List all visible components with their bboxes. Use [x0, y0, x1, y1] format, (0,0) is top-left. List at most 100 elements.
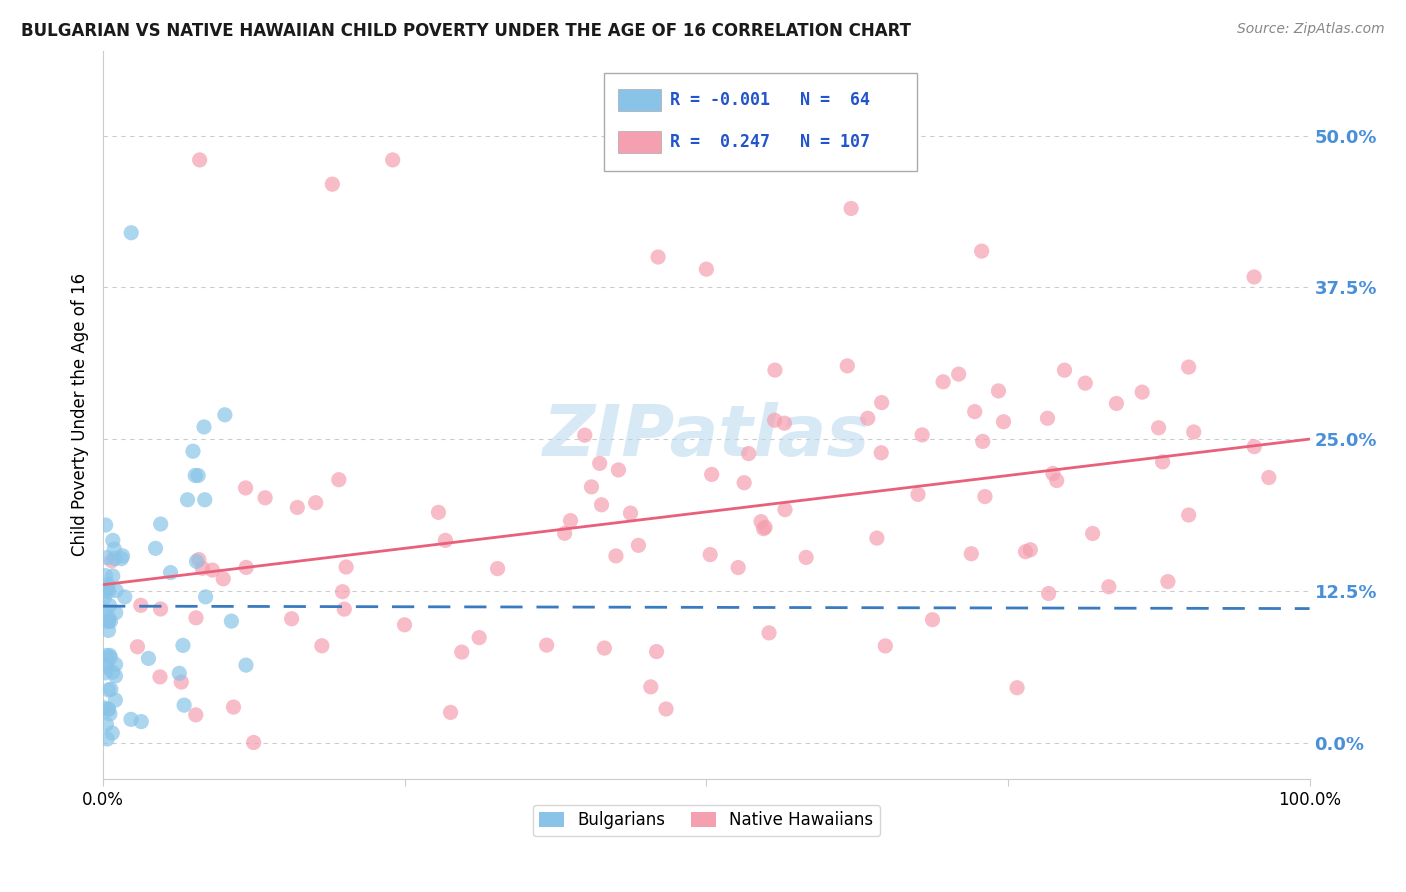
Point	[921, 613, 943, 627]
Point	[242, 735, 264, 749]
Point	[111, 549, 134, 563]
Point	[169, 666, 191, 681]
Point	[188, 153, 211, 167]
Point	[974, 490, 997, 504]
Point	[332, 584, 354, 599]
Point	[173, 698, 195, 713]
Point	[699, 548, 721, 562]
Point	[333, 602, 356, 616]
Point	[948, 367, 970, 381]
Point	[145, 541, 167, 556]
Point	[98, 648, 121, 663]
Point	[856, 411, 879, 425]
Point	[1074, 376, 1097, 391]
Point	[221, 614, 243, 628]
Point	[149, 602, 172, 616]
Point	[605, 549, 627, 563]
Point	[1182, 425, 1205, 439]
Point	[97, 610, 120, 624]
Point	[1243, 269, 1265, 284]
Point	[754, 520, 776, 534]
Point	[839, 202, 862, 216]
Point	[700, 467, 723, 482]
Point	[172, 639, 194, 653]
Point	[993, 415, 1015, 429]
Point	[186, 554, 208, 568]
Point	[96, 550, 118, 565]
Point	[972, 434, 994, 449]
Legend: Bulgarians, Native Hawaiians: Bulgarians, Native Hawaiians	[533, 805, 880, 836]
Text: BULGARIAN VS NATIVE HAWAIIAN CHILD POVERTY UNDER THE AGE OF 16 CORRELATION CHART: BULGARIAN VS NATIVE HAWAIIAN CHILD POVER…	[21, 22, 911, 40]
Point	[737, 447, 759, 461]
FancyBboxPatch shape	[603, 72, 918, 171]
Point	[1130, 385, 1153, 400]
Point	[1177, 360, 1199, 375]
Point	[763, 363, 786, 377]
Point	[110, 551, 132, 566]
Point	[184, 611, 207, 625]
Point	[194, 492, 217, 507]
Bar	[619, 89, 661, 112]
Point	[581, 480, 603, 494]
Point	[640, 680, 662, 694]
Point	[1147, 421, 1170, 435]
Point	[733, 475, 755, 490]
Point	[911, 428, 934, 442]
Point	[486, 561, 509, 575]
Point	[866, 531, 889, 545]
Point	[970, 244, 993, 259]
Point	[574, 428, 596, 442]
Point	[280, 612, 302, 626]
Point	[100, 615, 122, 629]
Point	[749, 515, 772, 529]
Point	[1177, 508, 1199, 522]
Point	[94, 518, 117, 533]
Point	[120, 712, 142, 726]
Point	[381, 153, 404, 167]
Point	[159, 566, 181, 580]
Point	[138, 651, 160, 665]
Point	[1105, 396, 1128, 410]
Point	[104, 669, 127, 683]
Point	[311, 639, 333, 653]
Point	[794, 550, 817, 565]
Point	[97, 702, 120, 716]
Point	[97, 682, 120, 697]
Point	[1005, 681, 1028, 695]
Point	[932, 375, 955, 389]
Point	[149, 670, 172, 684]
Point	[94, 568, 117, 582]
Point	[187, 552, 209, 566]
Point	[655, 702, 678, 716]
Point	[554, 526, 576, 541]
Point	[181, 444, 204, 458]
Point	[201, 563, 224, 577]
Point	[193, 420, 215, 434]
Point	[434, 533, 457, 548]
Point	[191, 561, 214, 575]
Point	[129, 599, 152, 613]
Point	[94, 665, 117, 680]
Point	[695, 262, 717, 277]
Point	[773, 416, 796, 430]
Point	[176, 492, 198, 507]
Point	[235, 481, 257, 495]
Point	[104, 606, 127, 620]
Point	[93, 591, 115, 605]
Point	[101, 533, 124, 548]
Point	[93, 700, 115, 714]
Point	[328, 473, 350, 487]
Point	[97, 615, 120, 629]
Point	[1243, 440, 1265, 454]
Point	[1019, 542, 1042, 557]
Point	[1257, 470, 1279, 484]
Bar	[619, 131, 661, 153]
Point	[285, 500, 308, 515]
Point	[1038, 586, 1060, 600]
Point	[97, 614, 120, 628]
Point	[1046, 474, 1069, 488]
Point	[773, 502, 796, 516]
Point	[427, 505, 450, 519]
Point	[101, 665, 124, 680]
Point	[960, 547, 983, 561]
